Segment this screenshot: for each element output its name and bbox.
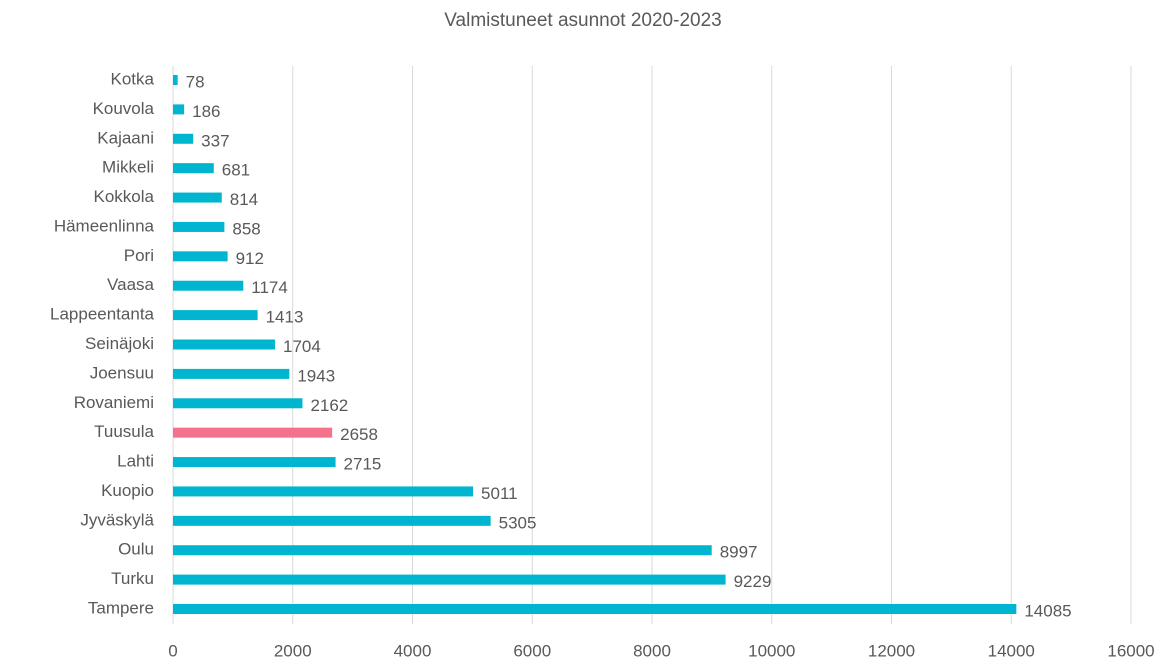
bar — [173, 368, 290, 379]
value-label: 2715 — [344, 455, 382, 474]
y-tick-label: Kokkola — [94, 187, 155, 206]
bar — [173, 251, 228, 262]
value-label: 337 — [201, 131, 229, 150]
value-label: 1413 — [266, 308, 304, 327]
y-tick-label: Tuusula — [94, 422, 154, 441]
bar — [173, 398, 303, 409]
value-label: 814 — [230, 190, 258, 209]
bar — [173, 486, 474, 497]
value-label: 1174 — [251, 278, 288, 297]
value-label: 9229 — [734, 572, 772, 591]
bar — [173, 339, 276, 350]
y-tick-label: Jyväskylä — [80, 510, 154, 529]
bar — [173, 75, 178, 85]
y-tick-label: Hämeenlinna — [54, 216, 155, 235]
value-label: 2658 — [340, 425, 378, 444]
y-tick-label: Rovaniemi — [74, 393, 154, 412]
bar — [173, 574, 726, 585]
bar — [173, 310, 258, 321]
bar — [173, 163, 214, 174]
bar — [173, 104, 185, 115]
x-tick-label: 14000 — [988, 641, 1035, 660]
x-tick-label: 8000 — [633, 641, 671, 660]
value-label: 858 — [232, 219, 260, 238]
value-label: 5305 — [499, 513, 537, 532]
y-tick-label: Seinäjoki — [85, 334, 154, 353]
value-label: 186 — [192, 102, 220, 121]
value-label: 1943 — [297, 366, 335, 385]
value-label: 681 — [222, 161, 250, 180]
bar — [173, 515, 491, 526]
y-tick-label: Turku — [111, 569, 154, 588]
x-tick-label: 0 — [168, 641, 177, 660]
y-tick-label: Vaasa — [107, 275, 154, 294]
bar — [173, 545, 712, 556]
bar — [173, 221, 225, 232]
bar — [173, 192, 222, 203]
y-tick-label: Kuopio — [101, 481, 154, 500]
bar — [173, 133, 194, 144]
x-tick-label: 12000 — [868, 641, 915, 660]
x-tick-label: 6000 — [513, 641, 551, 660]
bar — [173, 280, 244, 291]
y-tick-label: Lappeentanta — [50, 305, 155, 324]
y-tick-label: Kotka — [111, 69, 155, 88]
value-label: 5011 — [481, 484, 518, 503]
value-label: 2162 — [310, 396, 348, 415]
value-label: 912 — [236, 249, 264, 268]
x-tick-label: 2000 — [274, 641, 312, 660]
y-tick-label: Kouvola — [93, 99, 155, 118]
bar — [173, 427, 333, 438]
y-tick-label: Tampere — [88, 598, 154, 617]
value-label: 8997 — [720, 543, 758, 562]
bar — [173, 457, 336, 468]
y-tick-label: Pori — [124, 246, 154, 265]
x-tick-label: 16000 — [1107, 641, 1154, 660]
x-tick-label: 10000 — [748, 641, 795, 660]
value-label: 1704 — [283, 337, 321, 356]
y-tick-label: Lahti — [117, 452, 154, 471]
y-tick-label: Joensuu — [90, 363, 154, 382]
y-tick-label: Mikkeli — [102, 158, 154, 177]
y-tick-label: Kajaani — [97, 128, 154, 147]
y-tick-label: Oulu — [118, 540, 154, 559]
value-label: 14085 — [1024, 601, 1071, 620]
bar — [173, 604, 1017, 614]
x-tick-label: 4000 — [394, 641, 432, 660]
value-label: 78 — [186, 72, 205, 91]
chart-title: Valmistuneet asunnot 2020-2023 — [444, 10, 721, 31]
